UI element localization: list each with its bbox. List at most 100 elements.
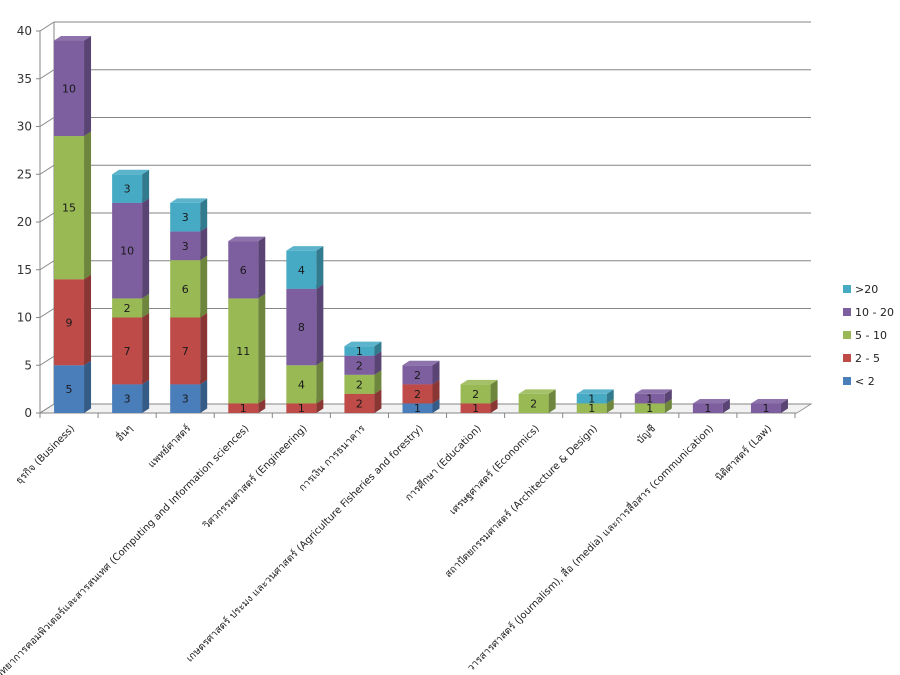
bar-segment [112, 169, 150, 203]
data-label: 3 [182, 393, 189, 406]
gridline-depth [39, 212, 55, 223]
data-label: 10 [120, 245, 134, 258]
gridline-depth [39, 69, 55, 80]
bar-side [606, 398, 614, 413]
bar-segment [460, 379, 498, 404]
bar-front [576, 403, 607, 413]
legend-item[interactable]: 10 - 20 [843, 306, 894, 319]
bar-front [170, 202, 201, 232]
bar-front [692, 403, 723, 413]
bar-side [200, 379, 208, 413]
bar-segment [112, 313, 150, 385]
bar-front [402, 384, 433, 404]
bar-segment [112, 198, 150, 299]
bar-side [432, 379, 440, 404]
legend-label: 2 - 5 [855, 352, 880, 365]
bar-front [750, 403, 781, 413]
bar-side [258, 293, 266, 404]
bar-side [84, 36, 92, 137]
gridline-depth [39, 164, 55, 175]
bar-side [258, 236, 266, 299]
gridline-depth [39, 355, 55, 366]
bar-side [316, 284, 324, 366]
data-label: 1 [414, 402, 421, 415]
bar-front [112, 317, 143, 385]
bar-side [374, 351, 382, 375]
bar-side [142, 293, 150, 318]
legend-label: 10 - 20 [855, 306, 894, 319]
bar-side [142, 379, 150, 413]
data-label: 3 [124, 393, 131, 406]
bar-side [490, 379, 498, 404]
data-label: 7 [124, 345, 131, 358]
legend-label: >20 [855, 283, 878, 296]
data-label: 6 [240, 264, 247, 277]
bar-front [170, 260, 201, 318]
bar-side [316, 360, 324, 404]
bar-top [54, 36, 92, 41]
bar-side [432, 360, 440, 385]
bar-front [402, 365, 433, 385]
bar-front [518, 393, 549, 413]
bar-side [780, 398, 788, 413]
legend-label: < 2 [855, 375, 875, 388]
legend[interactable]: >20 10 - 20 5 - 10 2 - 5 < 2 [843, 283, 894, 388]
bar-front [460, 403, 491, 413]
bar-front [54, 40, 85, 137]
bar-side [374, 370, 382, 394]
data-label: 3 [182, 211, 189, 224]
legend-swatch [843, 285, 851, 293]
y-tick-label: 35 [17, 72, 32, 86]
category-label: อื่นๆ [112, 421, 135, 444]
bar-side [200, 313, 208, 385]
bar-side [84, 131, 92, 280]
category-label: นิติศาสตร์ (Law) [713, 423, 774, 484]
gridline-depth [39, 260, 55, 271]
y-tick-label: 0 [24, 406, 32, 420]
bar-segment [286, 284, 324, 366]
y-tick-label: 10 [17, 311, 32, 325]
data-label: 1 [646, 402, 653, 415]
data-label: 4 [298, 264, 305, 277]
data-label: 8 [298, 321, 305, 334]
bar-side [200, 255, 208, 318]
bar-side [84, 360, 92, 413]
data-label: 2 [124, 302, 131, 315]
data-label: 1 [588, 402, 595, 415]
bar-front [54, 279, 85, 366]
legend-swatch [843, 331, 851, 339]
data-label: 3 [124, 183, 131, 196]
bar-front [286, 403, 317, 413]
bar-front [112, 298, 143, 318]
bar-side [722, 398, 730, 413]
bar-front [344, 374, 375, 394]
bar-segment [634, 389, 672, 404]
bar-front [228, 298, 259, 404]
bar-top [402, 360, 440, 366]
data-label: 9 [66, 316, 73, 329]
legend-item[interactable]: >20 [843, 283, 878, 296]
gridline-depth [39, 308, 55, 318]
data-label: 11 [236, 345, 250, 358]
bar-front [170, 317, 201, 385]
gridline-depth [39, 21, 55, 32]
data-label: 5 [66, 383, 73, 396]
bar-front [576, 393, 607, 404]
bar-top [518, 389, 556, 394]
bar-side [142, 198, 150, 299]
legend-item[interactable]: 5 - 10 [843, 329, 887, 342]
data-label: 15 [62, 202, 76, 215]
data-label: 2 [414, 369, 421, 382]
bar-side [316, 246, 324, 289]
bar-front [112, 174, 143, 203]
bar-side [606, 389, 614, 404]
legend-item[interactable]: < 2 [843, 375, 875, 388]
legend-item[interactable]: 2 - 5 [843, 352, 880, 365]
bar-front [344, 393, 375, 413]
data-label: 2 [356, 397, 363, 410]
y-tick-label: 15 [17, 263, 32, 277]
bar-front [286, 288, 317, 366]
y-tick-label: 40 [17, 24, 32, 38]
y-tick-label: 25 [17, 167, 32, 181]
